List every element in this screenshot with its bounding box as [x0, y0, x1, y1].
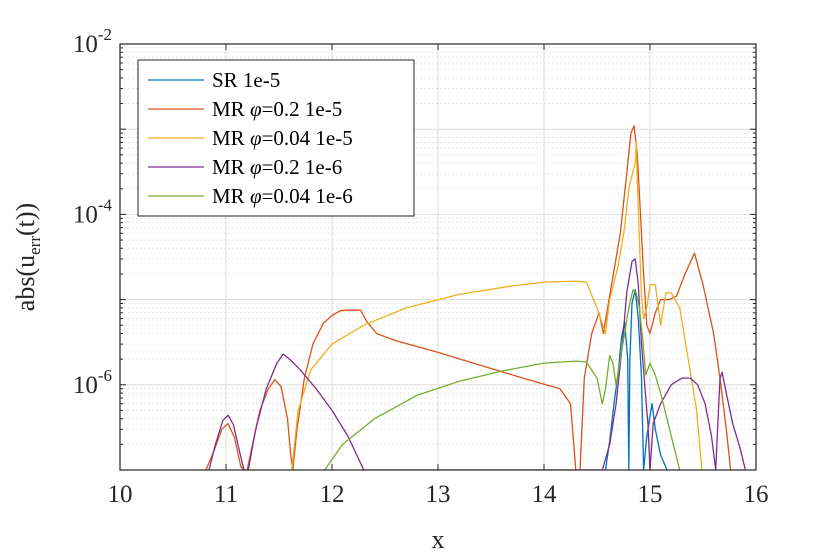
legend-label-1: SR 1e-5 [212, 68, 280, 92]
x-tick-label: 11 [214, 481, 238, 508]
series-layer [205, 125, 747, 470]
x-tick-label: 12 [320, 481, 345, 508]
legend: SR 1e-5 MR φ=0.2 1e-5 MR φ=0.04 1e-5 MR φ=0… [137, 59, 415, 217]
y-axis-title-sub: err [25, 236, 44, 255]
y-axis-title-post: (t)) [11, 203, 40, 236]
series-line-3 [291, 141, 703, 470]
legend-label-2: MR φ=0.2 1e-5 [212, 97, 342, 121]
y-tick-label: 10-2 [73, 25, 112, 58]
x-tick-label: 13 [426, 481, 451, 508]
legend-label-4: MR φ=0.2 1e-6 [212, 155, 342, 179]
ticks [119, 44, 757, 471]
x-tick-label: 14 [532, 481, 558, 508]
series-line-1 [604, 289, 668, 470]
legend-label-3: MR φ=0.04 1e-5 [212, 126, 353, 150]
x-tick-label: 16 [744, 481, 769, 508]
legend-label-5: MR φ=0.04 1e-6 [212, 184, 353, 208]
x-tick-label: 10 [108, 481, 133, 508]
series-line-2 [205, 125, 732, 470]
y-tick-label: 10-6 [73, 366, 112, 399]
x-axis-title: x [432, 525, 445, 554]
tick-labels: 10 11 12 13 14 15 16 10-6 10-4 10-2 [73, 25, 769, 508]
series-line-4 [208, 258, 747, 470]
series-line-5 [324, 289, 681, 470]
y-tick-label: 10-4 [73, 195, 113, 228]
y-axis-title: abs(uerr(t)) [11, 203, 44, 311]
x-tick-label: 15 [638, 481, 663, 508]
y-axis-title-pre: abs(u [11, 255, 40, 311]
